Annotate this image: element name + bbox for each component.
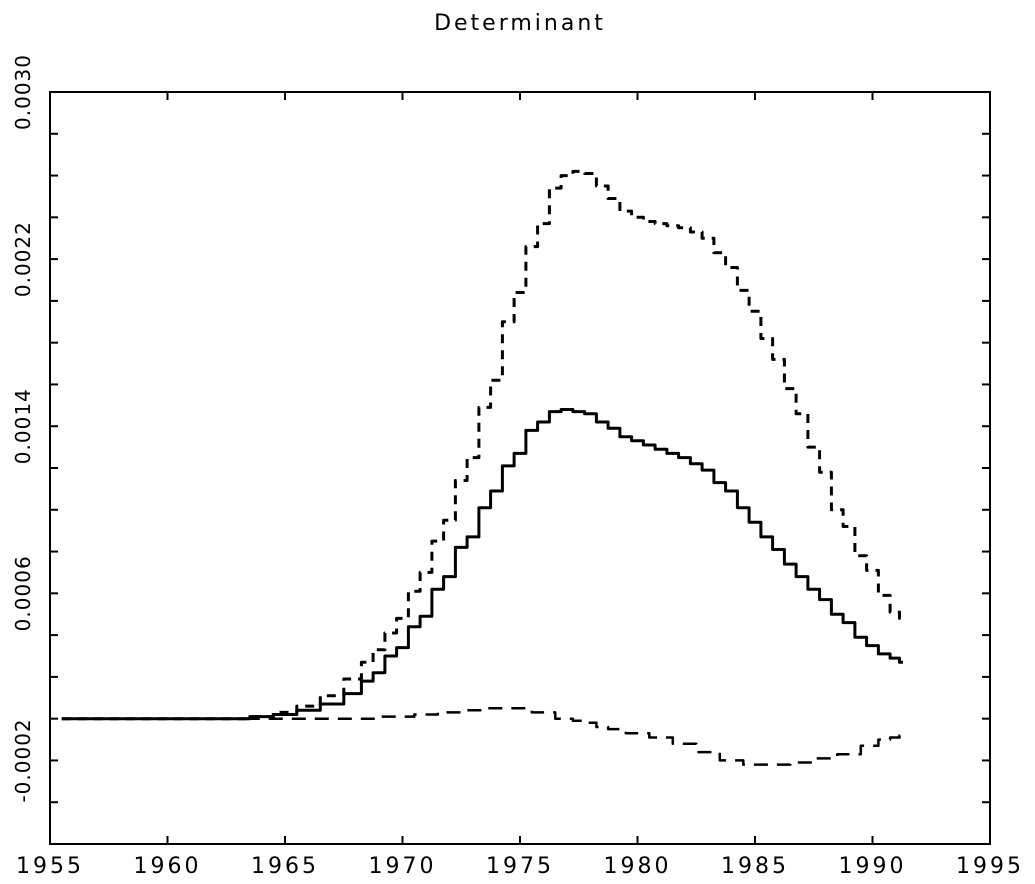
y-tick-label: 0.0030 — [11, 54, 35, 130]
series-line-solid — [61, 408, 903, 721]
y-tick-label: 0.0022 — [11, 221, 35, 297]
x-tick-label: 1990 — [839, 854, 907, 879]
series-line-dashed-lower — [61, 706, 903, 766]
x-axis: 1955 1960 1965 1970 1975 1980 1985 1990 1995 — [16, 92, 1024, 879]
x-tick-label: 1975 — [486, 854, 554, 879]
y-tick-label: 0.0006 — [11, 555, 35, 631]
y-tick-label: -0.0002 — [11, 718, 35, 802]
x-tick-label: 1985 — [721, 854, 789, 879]
plot-frame — [49, 91, 991, 845]
y-axis: -0.0002 0.0006 0.0014 0.0022 0.0030 — [11, 54, 990, 845]
x-tick-label: 1970 — [369, 854, 437, 879]
x-tick-label: 1980 — [604, 854, 672, 879]
x-tick-label: 1965 — [251, 854, 319, 879]
x-tick-label: 1995 — [956, 854, 1024, 879]
x-tick-label: 1955 — [16, 854, 84, 879]
series-line-dashed-upper — [61, 169, 903, 721]
series-layer — [61, 169, 903, 766]
x-tick-label: 1960 — [134, 854, 202, 879]
chart-title: Determinant — [434, 11, 606, 36]
y-tick-label: 0.0014 — [11, 388, 35, 464]
